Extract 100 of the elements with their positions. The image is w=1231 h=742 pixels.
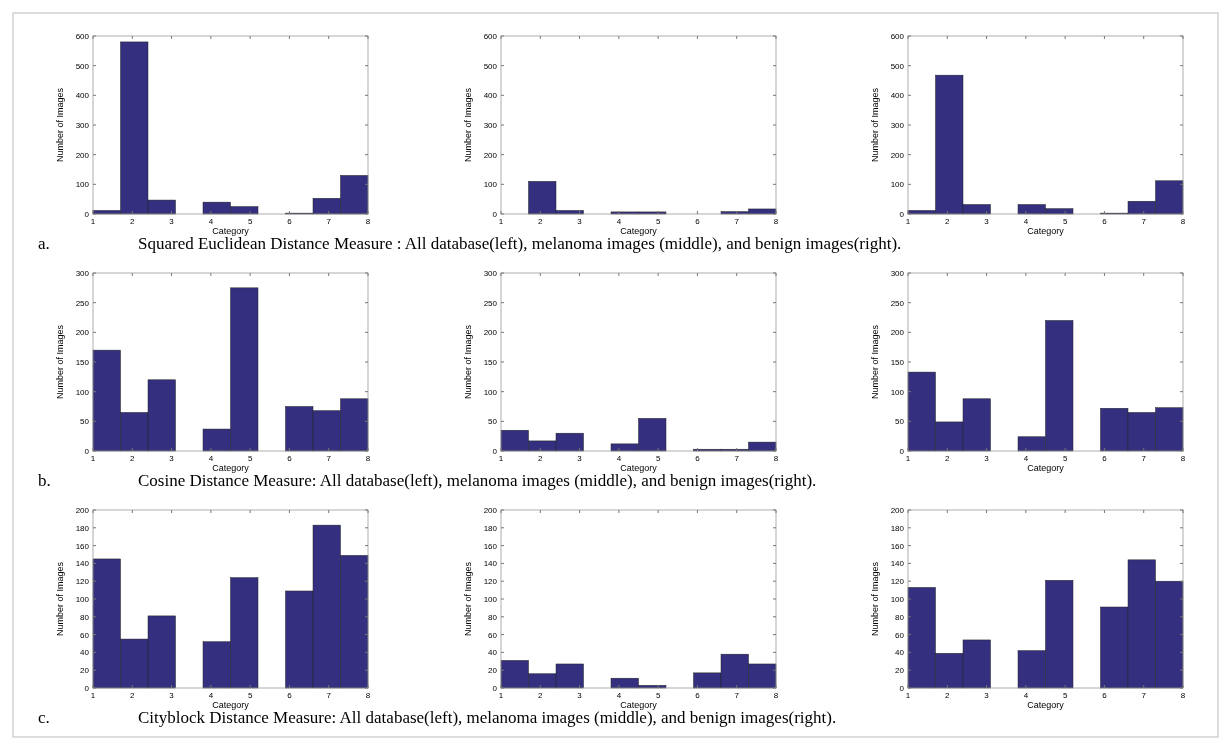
y-tick-label: 60 (488, 630, 498, 640)
x-axis-title: Category (620, 700, 658, 710)
x-tick-label: 1 (90, 217, 96, 226)
y-tick-label: 500 (75, 61, 90, 71)
text: c. (38, 708, 50, 727)
y-tick-label: 100 (75, 180, 90, 190)
x-tick-label: 1 (498, 454, 504, 463)
x-tick-label: 2 (945, 454, 951, 463)
x-tick-label: 3 (984, 454, 990, 463)
y-tick-label: 150 (75, 358, 90, 367)
y-tick-label: 150 (483, 358, 498, 367)
y-tick-label: 60 (80, 630, 90, 640)
y-tick-label: 0 (899, 447, 905, 456)
x-tick-label: 8 (365, 217, 371, 226)
x-tick-label: 5 (1062, 217, 1068, 226)
y-axis-title: Number of Images (463, 87, 473, 163)
x-tick-label: 4 (1023, 691, 1029, 700)
y-tick-label: 600 (483, 32, 498, 41)
x-tick-label: 5 (655, 454, 661, 463)
x-tick-label: 2 (130, 691, 136, 700)
y-tick-label: 180 (890, 523, 905, 533)
y-tick-label: 0 (84, 684, 90, 693)
y-tick-label: 100 (483, 180, 498, 190)
x-tick-label: 1 (498, 691, 504, 700)
y-tick-label: 300 (75, 269, 90, 278)
y-tick-label: 200 (483, 506, 498, 515)
y-tick-label: 100 (890, 180, 905, 190)
x-tick-label: 6 (287, 691, 293, 700)
x-tick-label: 5 (247, 454, 253, 463)
y-tick-label: 300 (890, 269, 905, 278)
x-tick-label: 7 (734, 454, 740, 463)
x-axis-title: Category (620, 226, 658, 236)
x-tick-label: 7 (326, 691, 332, 700)
y-tick-label: 40 (80, 648, 90, 658)
y-axis-title: Number of Images (463, 561, 473, 637)
x-tick-label: 2 (130, 454, 136, 463)
y-tick-label: 400 (75, 91, 90, 101)
y-tick-label: 150 (890, 358, 905, 367)
y-tick-label: 200 (483, 328, 498, 338)
x-tick-label: 4 (208, 454, 214, 463)
y-tick-label: 250 (75, 298, 90, 308)
x-tick-label: 8 (365, 691, 371, 700)
x-axis-title: Category (212, 226, 250, 236)
x-tick-label: 3 (984, 217, 990, 226)
x-tick-label: 6 (695, 691, 701, 700)
x-tick-label: 7 (734, 217, 740, 226)
x-tick-label: 4 (616, 454, 622, 463)
x-tick-label: 4 (1023, 217, 1029, 226)
y-tick-label: 200 (890, 506, 905, 515)
x-tick-label: 6 (1102, 691, 1108, 700)
x-tick-label: 3 (577, 217, 583, 226)
y-tick-label: 0 (84, 210, 90, 219)
x-axis-title: Category (212, 700, 250, 710)
y-tick-label: 160 (890, 541, 905, 551)
y-tick-label: 300 (75, 121, 90, 130)
x-tick-label: 5 (1062, 454, 1068, 463)
y-tick-label: 180 (75, 523, 90, 533)
y-axis-title: Number of Images (55, 324, 65, 400)
x-tick-label: 4 (208, 217, 214, 226)
x-axis-title: Category (1027, 463, 1065, 473)
y-tick-label: 300 (890, 121, 905, 130)
x-tick-label: 4 (1023, 454, 1029, 463)
y-tick-label: 100 (890, 387, 905, 397)
y-tick-label: 300 (483, 269, 498, 278)
x-tick-label: 7 (1141, 691, 1147, 700)
x-tick-label: 4 (208, 691, 214, 700)
x-tick-label: 8 (1180, 454, 1186, 463)
y-tick-label: 60 (895, 630, 905, 640)
y-tick-label: 250 (890, 298, 905, 308)
y-tick-label: 100 (890, 595, 905, 604)
x-tick-label: 5 (655, 691, 661, 700)
text: a. (38, 234, 50, 253)
y-tick-label: 0 (492, 210, 498, 219)
y-tick-label: 500 (483, 61, 498, 71)
y-tick-label: 100 (483, 387, 498, 397)
y-axis-title: Number of Images (55, 87, 65, 163)
y-tick-label: 100 (75, 387, 90, 397)
y-tick-label: 200 (75, 328, 90, 338)
x-tick-label: 6 (695, 217, 701, 226)
x-tick-label: 8 (1180, 217, 1186, 226)
x-tick-label: 1 (498, 217, 504, 226)
y-tick-label: 80 (895, 612, 905, 622)
y-tick-label: 100 (483, 595, 498, 604)
x-tick-label: 5 (655, 217, 661, 226)
x-tick-label: 4 (616, 217, 622, 226)
y-tick-label: 80 (80, 612, 90, 622)
y-tick-label: 120 (75, 577, 90, 587)
y-axis-title: Number of Images (870, 561, 880, 637)
y-tick-label: 140 (890, 559, 905, 569)
x-tick-label: 6 (1102, 454, 1108, 463)
y-tick-label: 120 (890, 577, 905, 587)
y-tick-label: 120 (483, 577, 498, 587)
x-axis-title: Category (212, 463, 250, 473)
text: b. (38, 471, 51, 490)
y-axis-title: Number of Images (463, 324, 473, 400)
x-tick-label: 7 (1141, 217, 1147, 226)
x-tick-label: 7 (734, 691, 740, 700)
x-tick-label: 2 (945, 691, 951, 700)
y-tick-label: 500 (890, 61, 905, 71)
x-axis-title: Category (620, 463, 658, 473)
